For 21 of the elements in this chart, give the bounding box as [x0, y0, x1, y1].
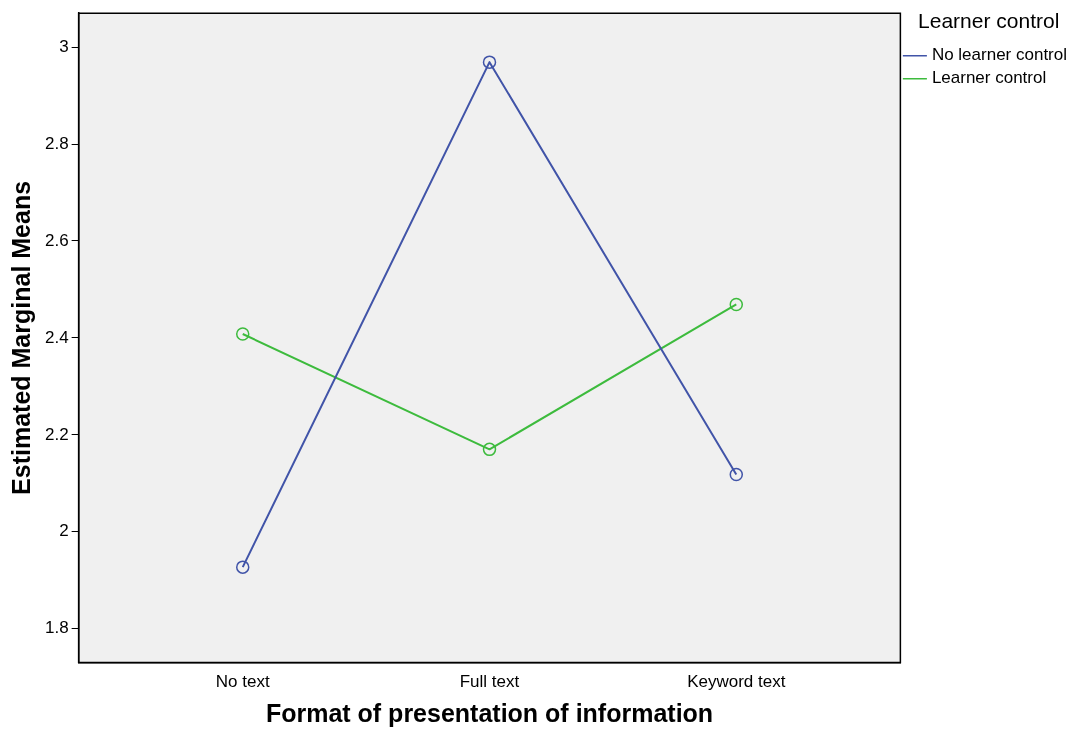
- y-tick-label: 2.2: [44, 424, 69, 444]
- legend-label: Learner control: [931, 68, 1047, 88]
- y-tick-label: 2: [59, 521, 69, 541]
- point: [482, 442, 497, 457]
- x-axis-title: Format of presentation of information: [265, 698, 714, 727]
- x-tick-label: Keyword text: [687, 672, 786, 692]
- y-tick-label: 1.8: [44, 618, 69, 638]
- y-tick-label: 2.4: [44, 327, 69, 347]
- legend-label: No learner control: [931, 45, 1067, 65]
- point: [235, 327, 250, 341]
- point: [729, 297, 744, 312]
- y-tick-label: 2.6: [44, 230, 69, 250]
- legend-title: Learner control: [918, 9, 1060, 33]
- x-tick-label: No text: [215, 672, 270, 692]
- x-tick-label: Full text: [459, 672, 520, 692]
- y-axis-title: Estimated Marginal Means: [6, 180, 35, 495]
- y-tick-label: 2.8: [44, 133, 69, 153]
- point: [729, 467, 744, 482]
- point: [482, 55, 497, 69]
- y-tick-label: 3: [59, 36, 69, 56]
- point: [235, 560, 250, 574]
